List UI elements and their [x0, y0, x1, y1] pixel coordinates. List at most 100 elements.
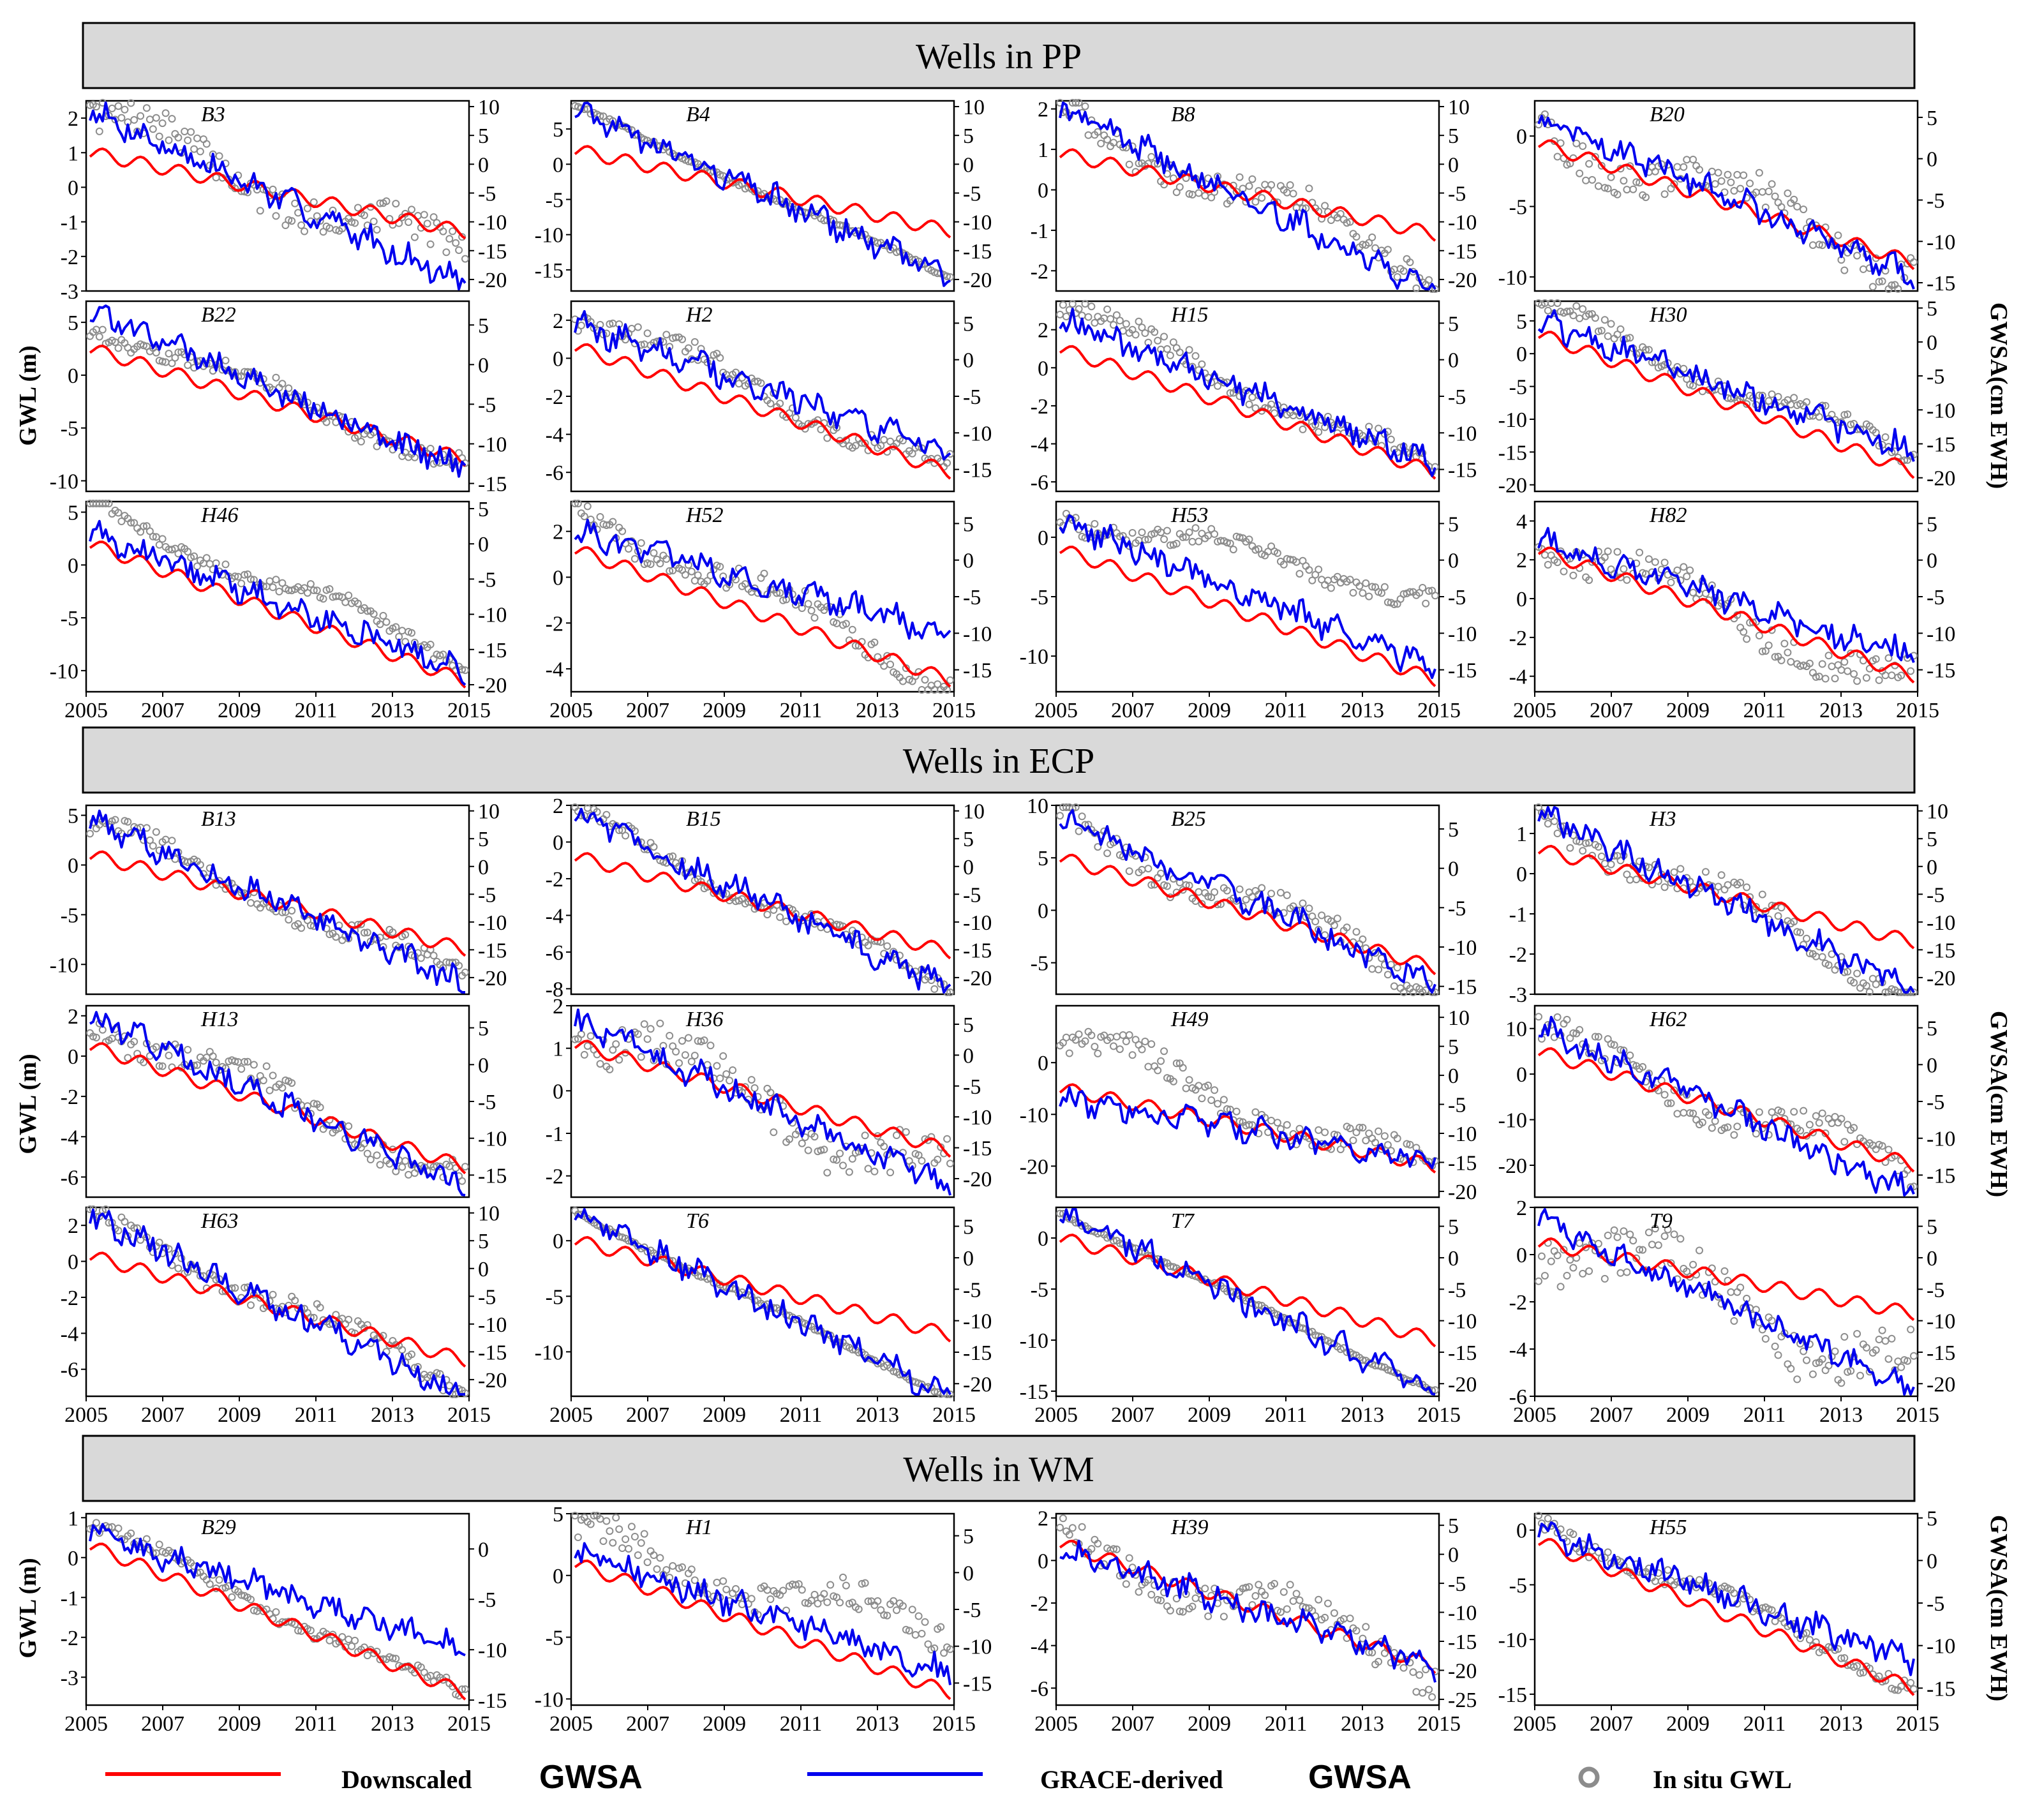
- right-tick-label: 0: [963, 1247, 974, 1271]
- insitu-point: [615, 1055, 623, 1064]
- insitu-point: [729, 179, 737, 187]
- insitu-point: [1667, 1259, 1675, 1267]
- insitu-point: [747, 1076, 756, 1084]
- insitu-point: [1169, 1077, 1177, 1085]
- insitu-point: [1856, 425, 1864, 433]
- insitu-point: [351, 1636, 359, 1645]
- insitu-point: [1553, 299, 1562, 307]
- insitu-point: [285, 384, 293, 392]
- insitu-point: [285, 916, 293, 924]
- insitu-point: [1831, 675, 1839, 683]
- insitu-point: [1352, 233, 1361, 241]
- insitu-point: [634, 1030, 642, 1038]
- insitu-point: [927, 1133, 936, 1141]
- well-label: H49: [1170, 1008, 1209, 1031]
- insitu-point: [817, 426, 825, 433]
- group-band-0: [82, 22, 1916, 89]
- insitu-point: [1110, 321, 1117, 329]
- insitu-point: [221, 560, 230, 569]
- insitu-point: [776, 399, 784, 408]
- insitu-point: [1172, 1059, 1181, 1068]
- insitu-point: [1604, 184, 1612, 193]
- insitu-point: [278, 579, 287, 587]
- insitu-point: [1255, 1301, 1263, 1309]
- plot-frame: [1533, 500, 1919, 693]
- legend-insitu-label: In situ GWL: [1653, 1765, 1792, 1794]
- left-tick-label: 0: [1516, 343, 1527, 366]
- insitu-point: [1777, 904, 1786, 912]
- insitu-point: [1805, 1636, 1814, 1644]
- right-axis-title: GWSA(cm EWH): [1985, 1515, 2012, 1701]
- left-tick-label: 0: [68, 1251, 78, 1274]
- right-tick-label: 0: [478, 1054, 489, 1077]
- insitu-point: [946, 450, 954, 458]
- insitu-point: [946, 676, 954, 684]
- insitu-point: [1232, 1107, 1241, 1115]
- insitu-point: [1824, 652, 1833, 660]
- right-tick-label: -10: [963, 1636, 992, 1659]
- insitu-point: [1743, 635, 1751, 643]
- insitu-point: [1771, 192, 1779, 200]
- insitu-point: [1422, 1666, 1430, 1674]
- insitu-point: [1724, 1123, 1732, 1131]
- right-tick-label: 5: [1927, 297, 1937, 321]
- insitu-point: [1393, 273, 1401, 281]
- insitu-point: [184, 548, 192, 556]
- insitu-point: [1872, 655, 1880, 663]
- insitu-point: [1245, 535, 1253, 544]
- right-tick-label: 0: [1927, 148, 1937, 172]
- insitu-point: [1141, 535, 1149, 544]
- insitu-point: [1226, 389, 1234, 397]
- insitu-point: [1696, 1246, 1703, 1255]
- insitu-point: [1862, 981, 1870, 990]
- insitu-point: [420, 211, 428, 219]
- insitu-point: [786, 1135, 793, 1144]
- grace-gwsa-line: [1059, 101, 1436, 290]
- x-tick-label: 2013: [856, 699, 899, 722]
- insitu-point: [766, 1089, 775, 1097]
- legend-grace-suffix: GWSA: [1308, 1759, 1412, 1796]
- insitu-point: [700, 1036, 708, 1045]
- plot-frame: [570, 1004, 955, 1198]
- insitu-point: [1071, 1036, 1080, 1044]
- right-tick-label: -15: [1448, 459, 1477, 482]
- insitu-point: [675, 1059, 683, 1067]
- left-tick-label: 5: [1038, 847, 1048, 870]
- insitu-point: [1147, 1590, 1156, 1599]
- grace-gwsa-line: [89, 809, 465, 994]
- left-tick-label: -5: [546, 189, 563, 213]
- x-tick-label: 2009: [1188, 1712, 1231, 1736]
- insitu-point: [408, 1350, 415, 1359]
- insitu-point: [114, 1525, 123, 1532]
- insitu-point: [114, 1227, 123, 1235]
- right-tick-label: 0: [1927, 1247, 1937, 1271]
- left-tick-label: -10: [1498, 266, 1527, 290]
- insitu-point: [1295, 1596, 1304, 1604]
- insitu-point: [142, 1535, 151, 1543]
- right-tick-label: -5: [478, 182, 496, 205]
- grace-gwsa-line: [89, 101, 466, 290]
- insitu-point: [1613, 1233, 1622, 1241]
- insitu-point: [1844, 410, 1852, 419]
- insitu-point: [108, 104, 116, 112]
- insitu-point: [656, 1019, 664, 1027]
- panel-H15: H15 2 0 -2 -4 -6 5 0 -5 -10 -15: [1031, 300, 1477, 495]
- insitu-point: [1276, 1608, 1285, 1616]
- right-tick-label: -15: [963, 1672, 992, 1696]
- insitu-point: [1594, 1033, 1602, 1041]
- x-tick-label: 2015: [1896, 1403, 1939, 1427]
- insitu-point: [1352, 928, 1361, 936]
- left-tick-label: -5: [1031, 586, 1048, 609]
- insitu-point: [417, 954, 425, 962]
- insitu-point: [1103, 849, 1112, 858]
- insitu-point: [1888, 281, 1896, 289]
- insitu-point: [1717, 871, 1726, 879]
- insitu-point: [1321, 202, 1329, 210]
- right-tick-label: 0: [478, 354, 489, 377]
- insitu-point: [1138, 528, 1146, 537]
- right-tick-label: -20: [1448, 1659, 1477, 1683]
- insitu-point: [1279, 1588, 1288, 1596]
- well-label: B29: [201, 1516, 236, 1539]
- insitu-point: [1185, 1076, 1193, 1084]
